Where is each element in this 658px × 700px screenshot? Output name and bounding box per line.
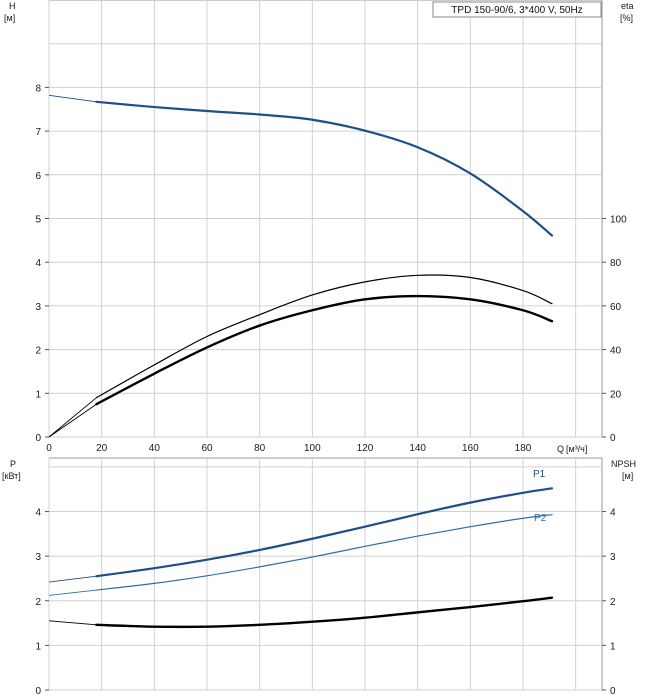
power-npsh-series-0-extrapolation [48,575,97,583]
head-efficiency-series-1-line [95,274,553,399]
y-right-tick-label: 60 [610,302,622,313]
y-left-tick-label: 5 [35,215,41,226]
head-efficiency-series-2-extrapolation [48,403,97,438]
y-left-tick-label: 8 [35,83,41,94]
chart-title: TPD 150-90/6, 3*400 V, 50Hz [451,5,582,16]
y-left-tick-label: 3 [35,302,41,313]
y-left-tick-label: 7 [35,127,41,138]
series-label-p1: P1 [533,469,546,480]
x-unit-q: [м³/ч] [566,444,587,454]
x-tick-label: 20 [96,443,108,454]
y-right-tick-label: 100 [610,215,627,226]
y-left-unit-head: [м] [4,13,15,23]
y-left-tick-label: 1 [35,641,41,652]
y-right-unit-npsh: [м] [622,471,633,481]
x-tick-label: 80 [254,443,266,454]
y-left-tick-label: 4 [35,508,41,519]
y-right-tick-label: 40 [610,346,622,357]
y-right-tick-label: 1 [610,641,616,652]
x-tick-label: 120 [357,443,374,454]
y-left-tick-label: 2 [35,597,41,608]
y-right-unit-eta: [%] [620,13,633,23]
y-left-tick-label: 6 [35,171,41,182]
x-label-q: Q [557,444,564,454]
y-right-label-eta: eta [621,1,634,11]
x-tick-label: 0 [46,443,52,454]
x-tick-label: 100 [304,443,321,454]
head-efficiency-panel: 0 20 40 60 80 100 120 140 160 1800123456780204060… [35,0,627,454]
chart-title-box [432,1,602,18]
series-label-p2: P2 [534,513,547,524]
y-right-tick-label: 3 [610,552,616,563]
y-right-tick-label: 0 [610,433,616,444]
y-left-tick-label: 2 [35,346,41,357]
x-tick-label: 60 [201,443,213,454]
y-left-tick-label: 1 [35,389,41,400]
x-tick-label: 40 [149,443,161,454]
y-left-unit-power: [кВт] [2,471,21,481]
y-right-tick-label: 2 [610,597,616,608]
y-right-tick-label: 20 [610,389,622,400]
power-npsh-series-2-extrapolation [48,620,97,626]
y-left-tick-label: 0 [35,433,41,444]
power-npsh-panel: 0 1 2 3 4 0 1 2 3 4 [35,457,616,697]
head-efficiency-series-0-extrapolation [48,94,97,103]
y-left-tick-label: 0 [35,686,41,697]
power-npsh-series-1-extrapolation [48,589,97,596]
y-right-tick-label: 80 [610,258,622,269]
x-tick-label: 160 [462,443,479,454]
x-tick-label: 140 [409,443,426,454]
power-npsh-series-1-line [95,514,553,591]
head-efficiency-series-0-line [95,100,554,237]
y-right-tick-label: 4 [610,508,616,519]
y-left-label-head: H [9,1,16,11]
x-tick-label: 180 [515,443,532,454]
y-left-tick-label: 4 [35,258,41,269]
y-right-label-npsh: NPSH [611,459,636,469]
y-left-label-power: P [10,459,16,469]
power-npsh-series-2-line [95,596,554,629]
y-left-tick-label: 3 [35,552,41,563]
power-npsh-plot-area [48,457,603,691]
head-efficiency-series-1-extrapolation [48,397,97,438]
power-npsh-series-0-line [95,487,554,578]
y-right-tick-label: 0 [610,686,616,697]
head-efficiency-series-2-line [95,294,554,406]
